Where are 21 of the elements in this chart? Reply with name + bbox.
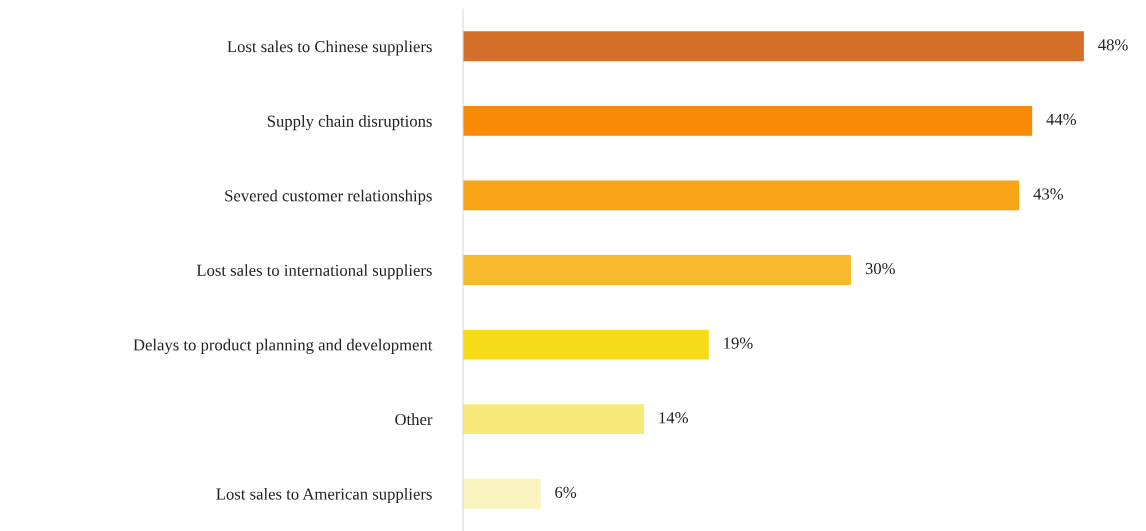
- y-tick-label: Lost sales to American suppliers: [216, 487, 432, 504]
- bar: [463, 180, 1020, 211]
- bar: [463, 478, 541, 509]
- data-label: 43%: [1033, 188, 1064, 200]
- data-label: 19%: [724, 337, 753, 349]
- bar: [463, 31, 1084, 62]
- data-label: 14%: [659, 412, 688, 424]
- data-label: 30%: [865, 262, 895, 275]
- data-label: 6%: [555, 486, 577, 498]
- bar: [463, 404, 645, 435]
- y-tick-label: Delays to product planning and development: [133, 338, 433, 354]
- bar: [463, 329, 709, 360]
- data-label: 48%: [1098, 39, 1128, 51]
- y-tick-label: Lost sales to international suppliers: [196, 264, 432, 280]
- bar: [463, 105, 1033, 136]
- y-tick-label: Severed customer relationships: [225, 189, 432, 205]
- data-label: 44%: [1046, 113, 1077, 126]
- y-tick-label: Supply chain disruptions: [267, 115, 432, 131]
- bar: [463, 255, 852, 285]
- y-tick-label: Lost sales to Chinese suppliers: [227, 40, 432, 56]
- y-tick-label: Other: [395, 413, 433, 426]
